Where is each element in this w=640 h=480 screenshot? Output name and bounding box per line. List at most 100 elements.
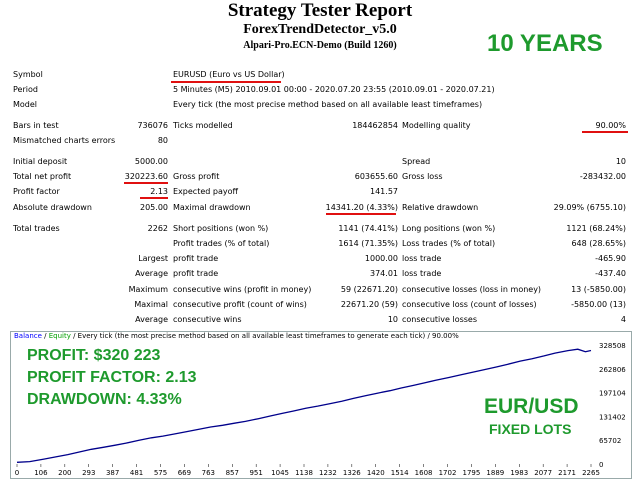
netprofit-underline bbox=[124, 182, 168, 184]
x-tick-label: 1514 bbox=[391, 469, 409, 477]
model-value: Every tick (the most precise method base… bbox=[173, 100, 483, 109]
x-tick-label: 1983 bbox=[510, 469, 528, 477]
reldd-label: Relative drawdown bbox=[402, 203, 479, 212]
grossloss-label: Gross loss bbox=[402, 172, 443, 181]
average-loss-label: loss trade bbox=[402, 269, 442, 278]
x-tick-label: 763 bbox=[202, 469, 215, 477]
average-profit-value: 374.01 bbox=[370, 269, 398, 278]
y-tick-label: 0 bbox=[599, 461, 603, 469]
maximal-label: Maximal bbox=[134, 300, 168, 309]
expert-name: ForexTrendDetector_v5.0 bbox=[243, 22, 397, 37]
quality-label: Modelling quality bbox=[402, 121, 471, 130]
max-losses-label: consecutive losses (loss in money) bbox=[402, 285, 542, 294]
total-trades-label: Total trades bbox=[13, 224, 60, 233]
max-wins-label: consecutive wins (profit in money) bbox=[173, 285, 312, 294]
avg-consec-wins-value: 10 bbox=[387, 315, 398, 324]
balance-legend: Balance bbox=[14, 332, 42, 340]
symbol-value: EURUSD (Euro vs US Dollar) bbox=[173, 70, 285, 79]
profit-trades-value: 1614 (71.35%) bbox=[338, 239, 398, 248]
balance-chart: 0 106 200 293 387 481 575 669 763 857 951 1045 1138 1… bbox=[10, 331, 632, 479]
x-tick-label: 200 bbox=[58, 469, 71, 477]
largest-profit-label: profit trade bbox=[173, 254, 219, 263]
promo-years: 10 YEARS bbox=[487, 30, 603, 57]
x-tick-label: 1702 bbox=[439, 469, 457, 477]
avg-consec-wins-label: consecutive wins bbox=[173, 315, 242, 324]
ticks-value: 184462854 bbox=[352, 121, 398, 130]
x-tick-label: 1232 bbox=[319, 469, 337, 477]
maximal-loss-value: -5850.00 (13) bbox=[571, 300, 626, 309]
equity-legend: Equity bbox=[48, 332, 71, 340]
period-value: 5 Minutes (M5) 2010.09.01 00:00 - 2020.0… bbox=[173, 85, 495, 94]
absdd-value: 205.00 bbox=[140, 203, 168, 212]
maxdd-value: 14341.20 (4.33%) bbox=[325, 203, 398, 212]
average-loss-value: -437.40 bbox=[595, 269, 626, 278]
overlay-drawdown: DRAWDOWN: 4.33% bbox=[27, 391, 182, 408]
avg-consec-losses-value: 4 bbox=[620, 315, 626, 324]
maxdd-label: Maximal drawdown bbox=[173, 203, 251, 212]
ticks-label: Ticks modelled bbox=[173, 121, 233, 130]
mismatch-value: 80 bbox=[157, 136, 168, 145]
overlay-profit: PROFIT: $320 223 bbox=[27, 347, 161, 364]
grossloss-value: -283432.00 bbox=[579, 172, 626, 181]
maximal-profit-label: consecutive profit (count of wins) bbox=[173, 300, 307, 309]
period-label: Period bbox=[13, 85, 38, 94]
avg-consec-losses-label: consecutive losses bbox=[402, 315, 478, 324]
max-wins-value: 59 (22671.20) bbox=[340, 285, 398, 294]
x-tick-label: 2265 bbox=[582, 469, 600, 477]
long-label: Long positions (won %) bbox=[402, 224, 496, 233]
x-tick-label: 951 bbox=[249, 469, 262, 477]
x-tick-label: 0 bbox=[15, 469, 19, 477]
y-tick-label: 328508 bbox=[599, 342, 626, 350]
chart-header-rest: / Every tick (the most precise method ba… bbox=[70, 332, 459, 340]
x-tick-label: 106 bbox=[34, 469, 48, 477]
legend-separator: / bbox=[41, 332, 49, 340]
y-tick-label: 131402 bbox=[599, 413, 626, 421]
x-tick-label: 2077 bbox=[534, 469, 552, 477]
netprofit-label: Total net profit bbox=[13, 172, 72, 181]
reldd-value: 29.09% (6755.10) bbox=[553, 203, 626, 212]
x-tick-label: 575 bbox=[154, 469, 167, 477]
deposit-label: Initial deposit bbox=[13, 157, 68, 166]
average-consec-label: Average bbox=[135, 315, 168, 324]
pf-value: 2.13 bbox=[150, 187, 168, 196]
average-label: Average bbox=[135, 269, 168, 278]
x-tick-label: 1138 bbox=[295, 469, 313, 477]
short-value: 1141 (74.41%) bbox=[338, 224, 398, 233]
grossprofit-label: Gross profit bbox=[173, 172, 220, 181]
y-tick-label: 262806 bbox=[599, 366, 626, 374]
loss-trades-value: 648 (28.65%) bbox=[571, 239, 626, 248]
maximal-profit-value: 22671.20 (59) bbox=[340, 300, 398, 309]
pf-underline bbox=[140, 197, 168, 199]
symbol-underline bbox=[171, 81, 281, 83]
x-tick-label: 1045 bbox=[271, 469, 289, 477]
x-tick-label: 1326 bbox=[343, 469, 361, 477]
overlay-fixed-lots: FIXED LOTS bbox=[489, 421, 572, 437]
balance-chart-svg: 0 106 200 293 387 481 575 669 763 857 951 1045 1138 1… bbox=[15, 342, 627, 477]
balance-series-line bbox=[16, 348, 592, 463]
largest-loss-value: -465.90 bbox=[595, 254, 626, 263]
x-tick-label: 2171 bbox=[558, 469, 576, 477]
average-profit-label: profit trade bbox=[173, 269, 219, 278]
x-tick-label: 857 bbox=[226, 469, 239, 477]
symbol-label: Symbol bbox=[13, 70, 43, 79]
largest-label: Largest bbox=[138, 254, 168, 263]
x-tick-label: 1795 bbox=[463, 469, 481, 477]
spread-value: 10 bbox=[615, 157, 626, 166]
overlay-profit-factor: PROFIT FACTOR: 2.13 bbox=[27, 369, 197, 386]
profit-trades-label: Profit trades (% of total) bbox=[173, 239, 270, 248]
x-tick-label: 1889 bbox=[486, 469, 504, 477]
deposit-value: 5000.00 bbox=[134, 157, 168, 166]
x-tick-label: 669 bbox=[178, 469, 191, 477]
x-tick-label: 481 bbox=[130, 469, 143, 477]
long-value: 1121 (68.24%) bbox=[566, 224, 626, 233]
maximal-loss-label: consecutive loss (count of losses) bbox=[402, 300, 537, 309]
largest-profit-value: 1000.00 bbox=[364, 254, 398, 263]
payoff-label: Expected payoff bbox=[173, 187, 238, 196]
y-tick-label: 197104 bbox=[599, 390, 626, 398]
loss-trades-label: Loss trades (% of total) bbox=[402, 239, 496, 248]
model-label: Model bbox=[13, 100, 38, 109]
x-tick-label: 293 bbox=[82, 469, 95, 477]
report-title: Strategy Tester Report bbox=[227, 0, 413, 21]
maximum-label: Maximum bbox=[128, 285, 168, 294]
total-trades-value: 2262 bbox=[147, 224, 168, 233]
